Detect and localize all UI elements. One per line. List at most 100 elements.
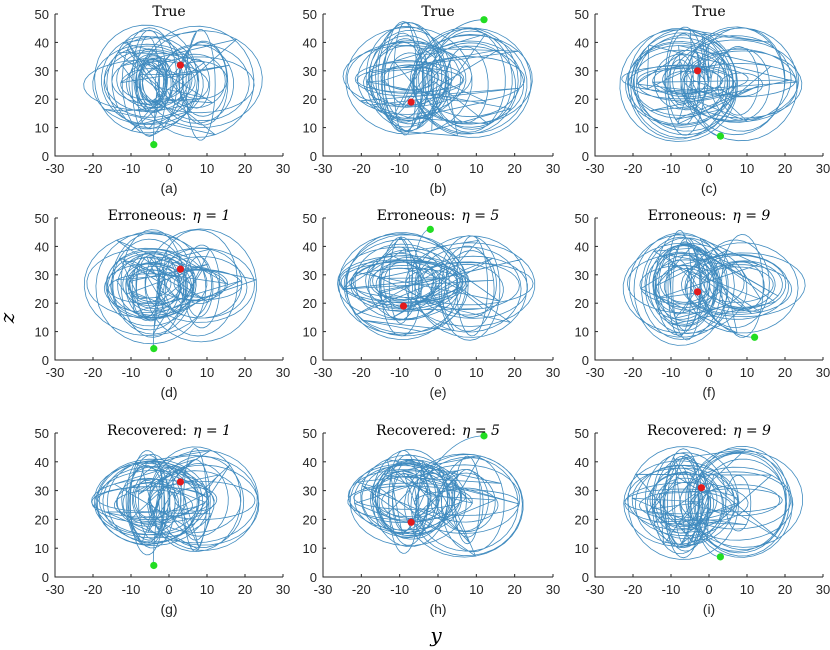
start-point-marker — [426, 225, 434, 233]
axis-lines — [322, 14, 553, 157]
x-tick-label: 0 — [165, 582, 172, 597]
start-point-marker — [480, 432, 488, 440]
end-point-marker — [407, 98, 415, 106]
x-tick-label: -10 — [122, 161, 141, 176]
x-tick-label: -20 — [624, 365, 643, 380]
y-tick-label: 10 — [303, 121, 317, 136]
x-tick-label: -10 — [390, 161, 409, 176]
trajectory-line — [622, 229, 806, 346]
x-tick-label: 30 — [546, 365, 560, 380]
y-tick-label: 40 — [303, 455, 317, 470]
panel-title: Recovered: η = 9 — [647, 423, 771, 439]
panel-title-math: η = 5 — [462, 423, 500, 439]
panel-g: -30 -20 -10 0 10 20 30 0 10 20 30 40 50 Recovered: η =… — [35, 423, 291, 617]
x-tick-label: 20 — [778, 582, 792, 597]
y-tick-label: 0 — [310, 149, 317, 164]
panel-title-text: Erroneous: — [377, 208, 456, 224]
panel-title-math: η = 9 — [732, 208, 770, 224]
panel-title-text: True — [152, 4, 185, 20]
panel-d: -30 -20 -10 0 10 20 30 0 10 20 30 40 50 Erroneous: η =… — [35, 208, 291, 400]
y-tick-label: 30 — [575, 64, 589, 79]
x-tick-label: -20 — [624, 582, 643, 597]
x-tick-label: 30 — [276, 365, 290, 380]
panel-c: -30 -20 -10 0 10 20 30 0 10 20 30 40 50 True (c) — [575, 4, 830, 196]
y-tick-label: 20 — [303, 296, 317, 311]
y-tick-label: 10 — [303, 325, 317, 340]
y-tick-label: 10 — [575, 325, 589, 340]
x-tick-label: 10 — [200, 161, 214, 176]
panel-title-math: η = 9 — [733, 423, 771, 439]
panel-title-math: η = 5 — [461, 208, 499, 224]
y-tick-label: 40 — [575, 455, 589, 470]
y-tick-label: 50 — [35, 7, 49, 22]
x-tick-label: 20 — [238, 161, 252, 176]
z-axis-label: z — [0, 312, 19, 324]
y-tick-label: 0 — [42, 570, 49, 585]
trajectory-line — [91, 446, 260, 566]
x-tick-label: 0 — [705, 365, 712, 380]
y-tick-label: 50 — [575, 426, 589, 441]
subplot-label: (c) — [701, 180, 717, 196]
panel-title-text: Recovered: — [376, 423, 456, 439]
y-tick-label: 30 — [35, 484, 49, 499]
x-tick-label: -30 — [586, 582, 605, 597]
start-point-marker — [480, 16, 488, 24]
trajectory-line — [619, 26, 803, 142]
x-tick-label: -20 — [84, 365, 103, 380]
y-tick-label: 40 — [575, 239, 589, 254]
panel-title-text: True — [692, 4, 725, 20]
y-tick-label: 30 — [303, 268, 317, 283]
trajectory-line — [623, 445, 804, 560]
y-tick-label: 20 — [303, 92, 317, 107]
y-tick-label: 30 — [575, 268, 589, 283]
x-tick-label: 20 — [507, 582, 521, 597]
panel-title: Erroneous: η = 5 — [377, 208, 500, 224]
y-tick-label: 20 — [575, 512, 589, 527]
panel-title: Erroneous: η = 1 — [108, 208, 231, 224]
panel-title-text: Erroneous: — [648, 208, 727, 224]
panel-f: -30 -20 -10 0 10 20 30 0 10 20 30 40 50 Erroneous: η =… — [575, 208, 830, 400]
y-tick-label: 40 — [35, 239, 49, 254]
start-point-marker — [150, 345, 158, 353]
x-tick-label: -30 — [314, 365, 333, 380]
y-tick-label: 20 — [35, 296, 49, 311]
y-tick-label: 0 — [42, 149, 49, 164]
x-tick-label: -30 — [46, 161, 65, 176]
x-tick-label: -20 — [352, 582, 371, 597]
x-tick-label: 30 — [816, 161, 830, 176]
end-point-marker — [407, 518, 415, 526]
y-tick-label: 0 — [582, 570, 589, 585]
subplot-label: (f) — [702, 384, 715, 400]
x-tick-label: 0 — [434, 161, 441, 176]
x-tick-label: 10 — [469, 582, 483, 597]
x-tick-label: 10 — [740, 161, 754, 176]
y-tick-label: 10 — [575, 541, 589, 556]
x-tick-label: 10 — [740, 365, 754, 380]
panel-title: Recovered: η = 1 — [107, 423, 231, 439]
x-tick-label: 10 — [469, 365, 483, 380]
panel-title-math: η = 1 — [192, 208, 230, 224]
x-tick-label: -30 — [46, 582, 65, 597]
y-tick-label: 10 — [35, 325, 49, 340]
x-tick-label: 20 — [507, 161, 521, 176]
panel-title-text: True — [421, 4, 454, 20]
x-tick-label: -10 — [122, 365, 141, 380]
y-tick-label: 0 — [42, 353, 49, 368]
end-point-marker — [694, 67, 702, 75]
y-tick-label: 20 — [575, 92, 589, 107]
end-point-marker — [694, 288, 702, 296]
panel-title-text: Erroneous: — [108, 208, 187, 224]
y-axis-label: y — [429, 623, 442, 647]
x-tick-label: -10 — [390, 365, 409, 380]
end-point-marker — [176, 478, 184, 486]
x-tick-label: 30 — [816, 582, 830, 597]
x-tick-label: 30 — [276, 582, 290, 597]
y-tick-label: 30 — [575, 484, 589, 499]
x-tick-label: 20 — [778, 161, 792, 176]
subplot-label: (e) — [429, 384, 446, 400]
start-point-marker — [150, 141, 158, 149]
y-tick-label: 50 — [303, 7, 317, 22]
y-tick-label: 10 — [575, 121, 589, 136]
x-tick-label: 0 — [434, 582, 441, 597]
